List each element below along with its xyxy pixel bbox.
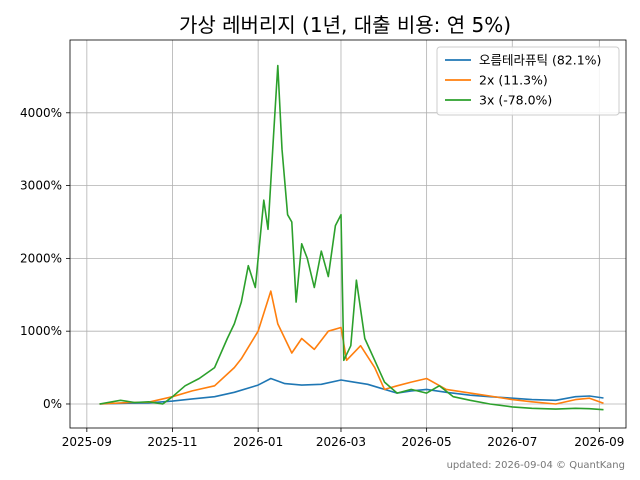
- x-tick-label: 2026-09: [574, 435, 624, 449]
- legend-label-2: 3x (-78.0%): [479, 93, 552, 108]
- x-axis: 2025-09 2025-11 2026-01 2026-03 2026-05 2026-…: [62, 428, 624, 449]
- series-line-2: [99, 64, 604, 411]
- legend-label-0: 오름테라퓨틱 (82.1%): [479, 53, 601, 68]
- legend-label-1: 2x (11.3%): [479, 73, 548, 88]
- chart-title: 가상 레버리지 (1년, 대출 비용: 연 5%): [179, 13, 511, 37]
- footer-note: updated: 2026-09-04 © QuantKang: [447, 460, 625, 471]
- plot-area-frame: [69, 39, 627, 429]
- series-lines: [99, 64, 604, 411]
- series-line-1: [99, 290, 604, 405]
- y-axis: 0% 1000% 2000% 3000% 4000%: [20, 106, 70, 411]
- x-tick-label: 2026-03: [316, 435, 366, 449]
- y-tick-label: 3000%: [20, 179, 62, 193]
- x-tick-label: 2025-11: [147, 435, 197, 449]
- legend: 오름테라퓨틱 (82.1%) 2x (11.3%) 3x (-78.0%): [436, 46, 620, 116]
- legend-box: [436, 46, 620, 116]
- series-line-0: [99, 377, 604, 405]
- x-tick-label: 2025-09: [62, 435, 112, 449]
- x-tick-label: 2026-07: [487, 435, 537, 449]
- y-tick-label: 4000%: [20, 106, 62, 120]
- x-tick-label: 2026-01: [233, 435, 283, 449]
- x-tick-label: 2026-05: [402, 435, 452, 449]
- y-tick-label: 1000%: [20, 324, 62, 338]
- y-tick-label: 2000%: [20, 251, 62, 265]
- y-tick-label: 0%: [43, 397, 62, 411]
